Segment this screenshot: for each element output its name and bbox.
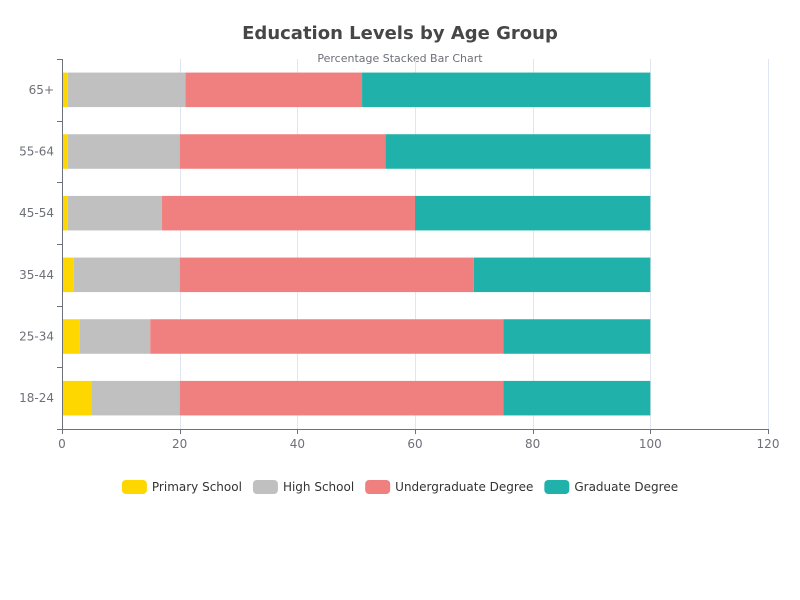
legend-item-undergraduate-degree[interactable]: Undergraduate Degree bbox=[365, 480, 533, 494]
bar-35-44-graduate-degree[interactable] bbox=[473, 257, 651, 293]
bar-35-44-high-school[interactable] bbox=[73, 257, 180, 293]
bar-18-24-primary-school[interactable] bbox=[62, 380, 92, 416]
y-tick-label-18-24: 18-24 bbox=[19, 391, 54, 405]
bar-25-34-graduate-degree[interactable] bbox=[503, 319, 651, 354]
legend-label-high-school: High School bbox=[283, 480, 354, 494]
x-tick-label-60: 60 bbox=[407, 437, 422, 451]
legend-swatch-undergraduate-degree bbox=[365, 480, 391, 494]
bar-55-64-primary-school[interactable] bbox=[62, 134, 68, 169]
grid-lines bbox=[180, 59, 769, 429]
y-tick-label-55-64: 55-64 bbox=[19, 145, 54, 159]
legend-item-high-school[interactable]: High School bbox=[252, 480, 354, 494]
legend-swatch-primary-school bbox=[121, 480, 147, 494]
x-tick-label-40: 40 bbox=[290, 437, 305, 451]
x-tick-label-120: 120 bbox=[757, 437, 780, 451]
x-tick-label-20: 20 bbox=[172, 437, 187, 451]
bar-25-34-undergraduate-degree[interactable] bbox=[150, 319, 504, 354]
legend: Primary School High School Undergraduate D… bbox=[121, 480, 678, 494]
y-tick-label-45-54: 45-54 bbox=[19, 206, 54, 220]
legend-label-primary-school: Primary School bbox=[152, 480, 242, 494]
bar-25-34-high-school[interactable] bbox=[79, 319, 151, 354]
legend-label-undergraduate-degree: Undergraduate Degree bbox=[395, 480, 533, 494]
bar-45-54-undergraduate-degree[interactable] bbox=[162, 195, 415, 231]
x-tick-label-80: 80 bbox=[525, 437, 540, 451]
bar-35-44-primary-school[interactable] bbox=[62, 257, 74, 293]
bar-45-54-graduate-degree[interactable] bbox=[415, 195, 651, 231]
axes: 18-24 25-34 35-44 45-54 55-64 65+ 0 20 40 60 80 100… bbox=[19, 59, 779, 451]
bar-25-34-primary-school[interactable] bbox=[62, 319, 80, 354]
bar-18-24-graduate-degree[interactable] bbox=[503, 380, 651, 416]
bar-65+-graduate-degree[interactable] bbox=[362, 72, 651, 108]
legend-swatch-graduate-degree bbox=[544, 480, 570, 494]
bars bbox=[62, 72, 651, 416]
legend-item-primary-school[interactable]: Primary School bbox=[121, 480, 242, 494]
x-tick-label-100: 100 bbox=[639, 437, 662, 451]
y-tick-label-65+: 65+ bbox=[29, 83, 54, 97]
bar-55-64-undergraduate-degree[interactable] bbox=[179, 134, 386, 169]
bar-55-64-graduate-degree[interactable] bbox=[385, 134, 651, 169]
legend-swatch-high-school bbox=[252, 480, 278, 494]
bar-55-64-high-school[interactable] bbox=[67, 134, 180, 169]
bar-65+-undergraduate-degree[interactable] bbox=[185, 72, 363, 108]
bar-35-44-undergraduate-degree[interactable] bbox=[179, 257, 474, 293]
bar-45-54-primary-school[interactable] bbox=[62, 195, 68, 231]
bar-65+-high-school[interactable] bbox=[67, 72, 186, 108]
legend-label-graduate-degree: Graduate Degree bbox=[574, 480, 678, 494]
legend-item-graduate-degree[interactable]: Graduate Degree bbox=[544, 480, 678, 494]
bar-65+-primary-school[interactable] bbox=[62, 72, 68, 108]
bar-18-24-high-school[interactable] bbox=[91, 380, 180, 416]
bar-18-24-undergraduate-degree[interactable] bbox=[179, 380, 504, 416]
y-tick-label-35-44: 35-44 bbox=[19, 268, 54, 282]
chart-subtitle: Percentage Stacked Bar Chart bbox=[317, 52, 483, 65]
bar-45-54-high-school[interactable] bbox=[67, 195, 163, 231]
y-tick-label-25-34: 25-34 bbox=[19, 330, 54, 344]
chart-title: Education Levels by Age Group bbox=[242, 23, 558, 44]
x-tick-label-0: 0 bbox=[58, 437, 66, 451]
